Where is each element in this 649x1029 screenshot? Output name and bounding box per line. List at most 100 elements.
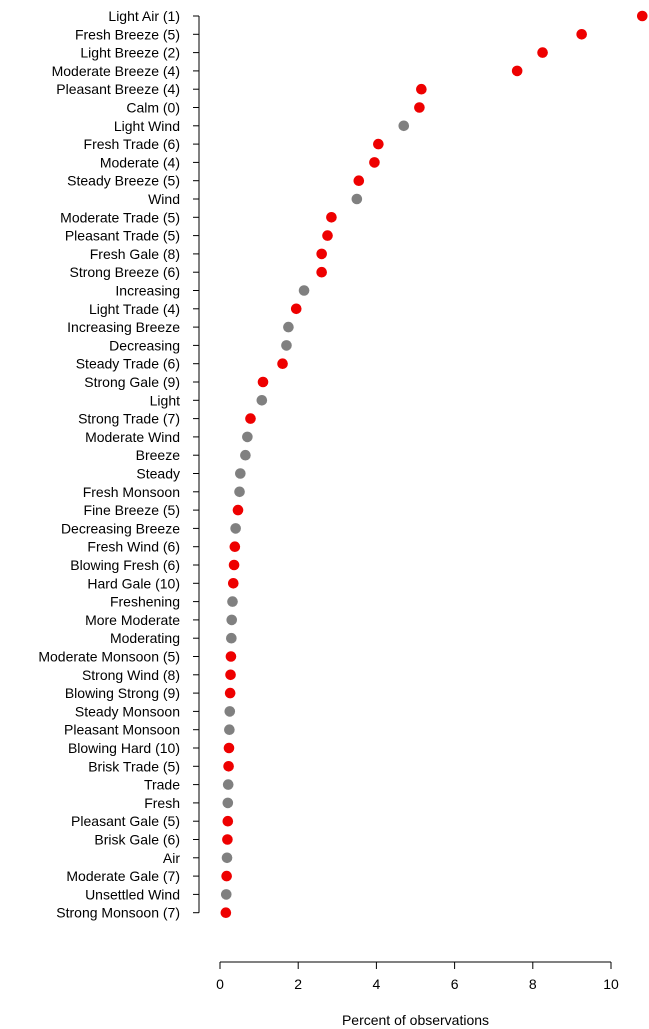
data-point bbox=[353, 175, 365, 186]
category-label: Increasing Breeze bbox=[67, 319, 180, 335]
data-point bbox=[232, 504, 244, 516]
category-label: Light bbox=[150, 392, 180, 408]
data-point bbox=[225, 669, 236, 681]
data-point bbox=[229, 541, 241, 552]
category-label: Pleasant Breeze (4) bbox=[56, 81, 180, 97]
data-point bbox=[225, 651, 237, 662]
category-label: Fine Breeze (5) bbox=[84, 502, 180, 518]
data-point bbox=[326, 212, 337, 223]
data-point bbox=[242, 431, 253, 443]
data-point bbox=[277, 358, 288, 370]
x-tick-label: 10 bbox=[603, 976, 619, 992]
category-label: Strong Wind (8) bbox=[82, 667, 180, 683]
category-label: Blowing Strong (9) bbox=[65, 685, 180, 701]
category-label: Light Wind bbox=[114, 118, 180, 134]
category-label: Strong Breeze (6) bbox=[70, 264, 181, 280]
x-axis-title: Percent of observations bbox=[342, 1012, 489, 1028]
data-points bbox=[220, 10, 648, 918]
category-label: Steady Monsoon bbox=[75, 703, 180, 719]
category-label: Moderate Monsoon (5) bbox=[38, 649, 180, 665]
data-point bbox=[226, 632, 237, 644]
data-point bbox=[226, 614, 238, 626]
category-label: Unsettled Wind bbox=[85, 886, 180, 902]
category-label: Pleasant Trade (5) bbox=[65, 228, 180, 244]
data-point bbox=[316, 266, 327, 278]
category-label: Trade bbox=[144, 777, 180, 793]
category-label: Pleasant Gale (5) bbox=[71, 813, 180, 829]
data-point bbox=[222, 797, 234, 809]
data-point bbox=[228, 559, 240, 571]
data-point bbox=[511, 65, 523, 77]
category-label: Fresh Monsoon bbox=[83, 484, 180, 500]
x-tick-label: 8 bbox=[529, 976, 537, 992]
data-point bbox=[537, 47, 548, 58]
data-point bbox=[373, 138, 384, 150]
category-label: Pleasant Monsoon bbox=[64, 722, 180, 738]
category-label: Moderate Breeze (4) bbox=[52, 63, 180, 79]
x-axis-ticks: 0 2 4 6 8 10 bbox=[216, 962, 619, 992]
category-label: Fresh Breeze (5) bbox=[75, 26, 180, 42]
data-point bbox=[283, 321, 294, 333]
category-label: Steady bbox=[136, 466, 180, 482]
data-point bbox=[240, 449, 251, 461]
data-point bbox=[245, 413, 256, 424]
x-tick-label: 4 bbox=[373, 976, 381, 992]
category-label: Brisk Gale (6) bbox=[94, 832, 180, 848]
category-label: Brisk Trade (5) bbox=[88, 758, 180, 774]
category-label: Hard Gale (10) bbox=[87, 575, 180, 591]
data-point bbox=[416, 83, 427, 95]
data-point bbox=[234, 486, 245, 498]
category-label: Light Air (1) bbox=[108, 8, 180, 24]
category-label: Moderate Trade (5) bbox=[60, 209, 180, 225]
data-point bbox=[223, 742, 235, 754]
category-label: Moderate Gale (7) bbox=[66, 868, 180, 884]
category-labels: Light Air (1) Fresh Breeze (5) Light Breez… bbox=[38, 8, 180, 921]
data-point bbox=[227, 578, 239, 589]
category-label: Fresh bbox=[144, 795, 180, 811]
data-point bbox=[281, 340, 292, 351]
category-label: Steady Trade (6) bbox=[76, 356, 180, 372]
data-point bbox=[316, 248, 327, 260]
data-point bbox=[222, 834, 233, 845]
data-point bbox=[298, 285, 310, 296]
category-label: Blowing Hard (10) bbox=[68, 740, 180, 756]
category-label: Light Breeze (2) bbox=[80, 45, 180, 61]
category-label: Moderating bbox=[110, 630, 180, 646]
category-label: Freshening bbox=[110, 594, 180, 610]
data-point bbox=[224, 724, 235, 735]
x-tick-label: 6 bbox=[451, 976, 459, 992]
data-point bbox=[369, 157, 380, 168]
category-label: More Moderate bbox=[85, 612, 180, 628]
category-label: Decreasing Breeze bbox=[61, 520, 180, 536]
category-label: Increasing bbox=[115, 283, 180, 299]
data-point bbox=[414, 102, 425, 113]
category-label: Fresh Gale (8) bbox=[90, 246, 180, 262]
category-label: Calm (0) bbox=[126, 100, 180, 116]
category-label: Moderate (4) bbox=[100, 154, 180, 170]
data-point bbox=[222, 815, 234, 827]
data-point bbox=[235, 468, 246, 479]
category-label: Strong Trade (7) bbox=[78, 411, 180, 427]
data-point bbox=[398, 120, 410, 132]
data-point bbox=[224, 687, 236, 699]
category-label: Air bbox=[163, 850, 180, 866]
category-label: Decreasing bbox=[109, 337, 180, 353]
data-point bbox=[290, 303, 302, 315]
category-label: Light Trade (4) bbox=[89, 301, 180, 317]
data-point bbox=[230, 523, 241, 534]
data-point bbox=[220, 907, 232, 918]
y-axis-ticks bbox=[193, 15, 199, 914]
data-point bbox=[257, 376, 269, 388]
category-label: Breeze bbox=[136, 447, 181, 463]
data-point bbox=[223, 761, 234, 772]
data-point bbox=[224, 706, 236, 717]
category-label: Wind bbox=[148, 191, 180, 207]
category-label: Moderate Wind bbox=[85, 429, 180, 445]
data-point bbox=[322, 230, 333, 241]
data-point bbox=[576, 29, 587, 40]
data-point bbox=[222, 779, 234, 790]
category-label: Strong Gale (9) bbox=[84, 374, 180, 390]
data-point bbox=[256, 395, 268, 406]
category-label: Fresh Wind (6) bbox=[87, 539, 180, 555]
